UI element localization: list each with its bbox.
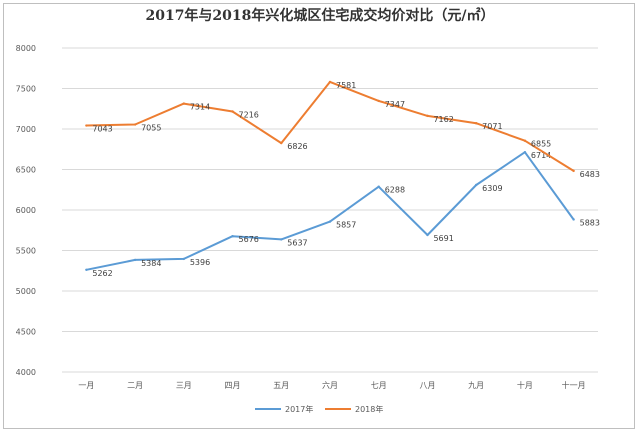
chart-frame	[3, 3, 635, 429]
data-label: 5676	[239, 235, 259, 244]
data-label: 6714	[531, 151, 551, 160]
data-point	[474, 183, 478, 187]
data-label: 6309	[482, 184, 502, 193]
data-point	[328, 80, 332, 84]
x-axis: 一月 二月 三月 四月 五月 六月 七月 八月 九月 十月 十一月	[78, 380, 585, 390]
data-label: 6288	[385, 186, 405, 195]
series-group: 5262 5384 5396 5676 5637 5857 6288 5691 6309 6714…	[85, 80, 600, 278]
y-tick-label: 5000	[16, 287, 36, 296]
data-label: 7162	[433, 115, 453, 124]
data-point	[572, 218, 575, 221]
data-label: 7581	[336, 81, 356, 90]
data-point	[133, 258, 137, 262]
data-point	[377, 185, 380, 188]
data-label: 6826	[287, 142, 307, 151]
x-tick-label: 一月	[78, 381, 94, 390]
x-tick-label: 六月	[322, 380, 338, 390]
data-label: 7071	[482, 122, 502, 131]
legend-label: 2018年	[355, 404, 383, 414]
series-2: 7043 7055 7314 7216 6826 7581 7347 7162 7071 6855…	[85, 80, 600, 179]
data-point	[182, 257, 186, 261]
data-point	[523, 139, 527, 142]
data-point	[85, 268, 88, 271]
data-point	[133, 123, 137, 126]
data-point	[182, 102, 186, 105]
y-tick-label: 8000	[16, 44, 36, 53]
data-label: 5262	[92, 269, 112, 278]
x-tick-label: 九月	[468, 381, 484, 390]
x-tick-label: 八月	[419, 381, 435, 390]
data-label: 5691	[433, 234, 453, 243]
series-1: 5262 5384 5396 5676 5637 5857 6288 5691 6309 6714…	[85, 150, 600, 278]
data-point	[231, 110, 234, 113]
x-tick-label: 五月	[273, 381, 289, 390]
data-label: 6483	[580, 170, 600, 179]
data-point	[426, 233, 429, 237]
data-label: 7055	[141, 124, 161, 133]
data-label: 7347	[385, 100, 405, 109]
y-tick-label: 7000	[16, 125, 36, 134]
data-label: 5857	[336, 221, 356, 230]
legend-item: 2018年	[325, 404, 383, 414]
x-tick-label: 三月	[176, 381, 192, 390]
data-point	[280, 238, 283, 241]
data-label: 5396	[190, 258, 210, 267]
chart-title: 2017年与2018年兴化城区住宅成交均价对比（元/㎡）	[145, 7, 494, 24]
data-point	[231, 235, 234, 238]
y-tick-label: 6500	[16, 166, 36, 175]
y-tick-label: 5500	[16, 247, 36, 256]
legend-label: 2017年	[285, 404, 313, 414]
y-tick-label: 4500	[16, 328, 36, 337]
x-tick-label: 十一月	[562, 380, 586, 390]
data-point	[377, 99, 380, 103]
data-label: 7216	[239, 111, 259, 120]
data-point	[523, 150, 527, 154]
x-tick-label: 七月	[371, 381, 387, 390]
data-label: 5637	[287, 238, 307, 247]
data-label: 6855	[531, 140, 551, 149]
data-point	[426, 114, 429, 118]
data-point	[85, 124, 88, 127]
y-tick-label: 7500	[16, 85, 36, 94]
data-label: 7314	[190, 103, 210, 112]
data-label: 5384	[141, 259, 161, 268]
data-point	[572, 169, 575, 173]
data-point	[328, 220, 332, 223]
data-label: 7043	[92, 125, 112, 134]
y-tick-label: 6000	[16, 206, 36, 215]
legend-item: 2017年	[255, 404, 313, 414]
y-axis: 4000 4500 5000 5500 6000 6500 7000 7500 8000	[16, 44, 36, 377]
data-point	[474, 122, 478, 125]
x-tick-label: 二月	[127, 381, 143, 390]
legend: 2017年 2018年	[255, 404, 383, 414]
data-point	[280, 141, 283, 145]
x-tick-label: 四月	[225, 381, 241, 390]
y-tick-label: 4000	[16, 368, 36, 377]
data-label: 5883	[580, 218, 600, 227]
x-tick-label: 十月	[517, 380, 533, 390]
grid-lines	[62, 47, 598, 373]
